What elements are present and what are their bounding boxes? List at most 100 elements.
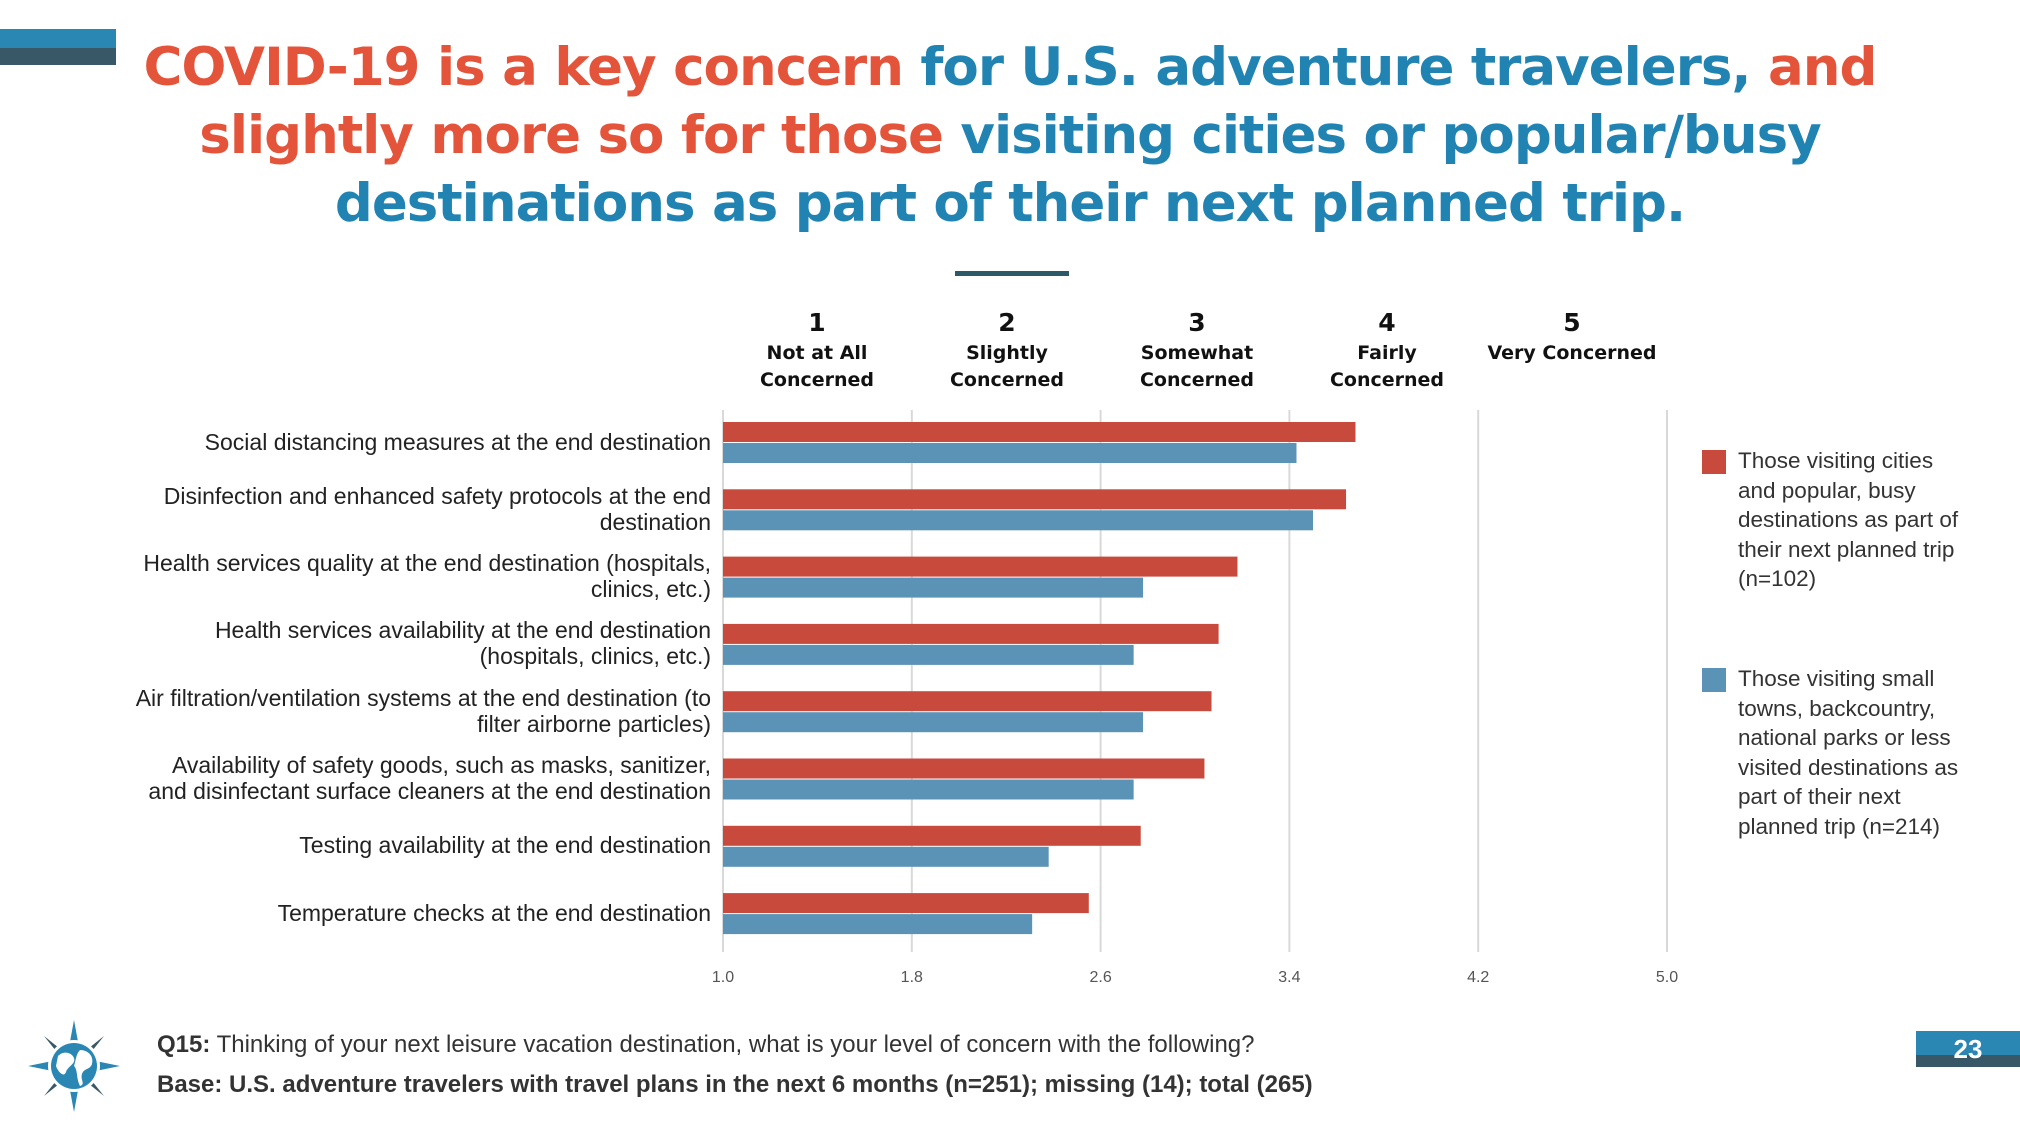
scale-number: 4 (1378, 308, 1396, 337)
scale-header-3: 3 Somewhat Concerned (1097, 306, 1297, 394)
bar-cities (723, 489, 1347, 510)
legend-line: planned trip (n=214) (1738, 813, 1941, 839)
bar-cities (723, 422, 1356, 442)
title-segment: slightly more so for those (199, 105, 961, 166)
category-label: Health services quality at the end desti… (51, 550, 711, 602)
scale-number: 1 (808, 308, 826, 337)
category-label: Disinfection and enhanced safety protoco… (51, 483, 711, 535)
x-tick-label: 5.0 (1656, 969, 1678, 986)
bar-cities (723, 691, 1212, 712)
scale-text: Concerned (759, 369, 875, 391)
category-label-line: and disinfectant surface cleaners at the… (148, 778, 711, 804)
page-number-bar-top (1916, 1031, 2020, 1055)
scale-header-4: 4 Fairly Concerned (1287, 306, 1487, 394)
legend-line: Those visiting small (1738, 666, 1935, 691)
title-line-2: slightly more so for those visiting citi… (120, 102, 1900, 170)
bar-cities (723, 825, 1141, 846)
legend-line: their next planned trip (1738, 536, 1955, 562)
title-segment: and (1768, 37, 1877, 98)
legend-line: national parks or less (1738, 725, 1951, 750)
scale-text: Concerned (1329, 369, 1445, 391)
bar-small-towns (723, 712, 1144, 733)
title-segment: for U.S. adventure travelers, (920, 37, 1769, 98)
category-label-line: Health services availability at the end … (214, 617, 711, 644)
category-label: Health services availability at the end … (51, 617, 711, 669)
bar-small-towns (723, 846, 1049, 867)
footer-question: Q15: Thinking of your next leisure vacat… (157, 1031, 1255, 1059)
scale-text: Slightly (966, 342, 1048, 364)
title-segment: COVID-19 is a key concern (143, 37, 921, 98)
page-number: 23 (1953, 1034, 1983, 1064)
scale-header-2: 2 Slightly Concerned (907, 306, 1107, 394)
scale-number: 5 (1563, 308, 1581, 337)
scale-text: Very Concerned (1487, 342, 1657, 364)
category-label-line: (hospitals, clinics, etc.) (479, 643, 711, 670)
category-label: Air filtration/ventilation systems at th… (51, 685, 711, 737)
bar-small-towns (723, 914, 1033, 935)
x-tick-label: 4.2 (1467, 969, 1489, 986)
legend-line: destinations as part of (1738, 507, 1959, 532)
category-label-line: filter airborne particles) (477, 710, 711, 737)
page-number-badge: 23 (1916, 1031, 2020, 1067)
category-label-line: destination (599, 508, 711, 535)
scale-text: Not at All (766, 342, 868, 364)
x-tick-label: 3.4 (1278, 969, 1300, 986)
x-tick-label: 2.6 (1089, 969, 1111, 986)
category-label-line: Availability of safety goods, such as ma… (171, 752, 711, 778)
category-label-line: Health services quality at the end desti… (143, 550, 711, 577)
legend-label: Those visiting small towns, backcountry,… (1738, 664, 1988, 841)
slide-title: COVID-19 is a key concern for U.S. adven… (120, 34, 1900, 238)
bar-cities (723, 623, 1219, 644)
title-line-3: destinations as part of their next plann… (120, 170, 1900, 238)
title-line-1: COVID-19 is a key concern for U.S. adven… (120, 34, 1900, 102)
bar-small-towns (723, 779, 1134, 800)
bar-cities (723, 758, 1205, 779)
category-label: Social distancing measures at the end de… (51, 429, 711, 455)
legend-line: towns, backcountry, (1738, 695, 1936, 721)
question-label: Q15: (157, 1031, 211, 1058)
question-text: Thinking of your next leisure vacation d… (210, 1031, 1255, 1058)
scale-text: Fairly (1357, 342, 1417, 364)
scale-text: Concerned (949, 369, 1065, 391)
legend-line: part of their next (1738, 784, 1901, 809)
corner-accent-bar-top (0, 29, 116, 48)
legend-line: visited destinations as (1738, 754, 1959, 780)
bar-cities (723, 556, 1238, 577)
legend-line: and popular, busy (1738, 477, 1916, 503)
legend-swatch (1702, 450, 1726, 474)
scale-text: Concerned (1139, 369, 1255, 391)
scale-number: 3 (1188, 308, 1206, 337)
legend-line: Those visiting cities (1738, 448, 1934, 473)
corner-accent-bar-bottom (0, 48, 116, 65)
category-label-line: Disinfection and enhanced safety protoco… (163, 482, 711, 509)
base-text: U.S. adventure travelers with travel pla… (229, 1071, 1313, 1098)
scale-text: Somewhat (1140, 342, 1254, 364)
category-label: Temperature checks at the end destinatio… (51, 900, 711, 926)
bar-small-towns (723, 644, 1134, 665)
category-label-line: Testing availability at the end destinat… (299, 832, 711, 859)
scale-header-1: 1 Not at All Concerned (717, 306, 917, 394)
category-label: Availability of safety goods, such as ma… (51, 752, 711, 804)
x-tick-label: 1.0 (712, 969, 734, 986)
scale-header-5: 5 Very Concerned (1472, 306, 1672, 367)
title-segment: visiting cities or popular/busy (960, 105, 1821, 166)
bar-small-towns (723, 577, 1144, 598)
globe-compass-icon (28, 1020, 120, 1112)
bar-small-towns (723, 443, 1297, 463)
category-label-line: clinics, etc.) (590, 576, 711, 603)
title-divider (955, 271, 1069, 276)
category-label-line: Social distancing measures at the end de… (204, 428, 711, 455)
legend-line: (n=102) (1738, 566, 1817, 591)
title-segment: destinations as part of their next plann… (334, 173, 1686, 234)
footer-base: Base: U.S. adventure travelers with trav… (157, 1071, 1313, 1099)
bar-cities (723, 893, 1089, 914)
category-label-line: Temperature checks at the end destinatio… (277, 899, 711, 926)
base-label: Base: (157, 1071, 230, 1098)
category-label-line: Air filtration/ventilation systems at th… (135, 684, 711, 711)
scale-number: 2 (998, 308, 1016, 337)
page-number-bar-bottom (1916, 1055, 2020, 1067)
legend-label: Those visiting cities and popular, busy … (1738, 446, 1988, 594)
category-label: Testing availability at the end destinat… (51, 832, 711, 858)
legend-swatch (1702, 668, 1726, 692)
